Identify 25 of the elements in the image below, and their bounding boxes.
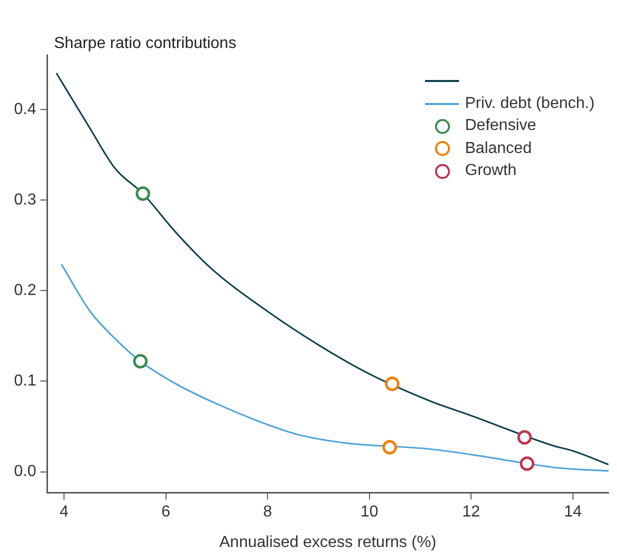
point [133,354,148,368]
point [517,430,532,445]
y-axis-title: Sharpe ratio contributions [54,35,236,53]
point [136,186,150,201]
x-tick-label: 6 [161,504,170,521]
line-series [56,72,608,466]
y-tick-label: 0.0 [14,463,36,480]
y-tick-label: 0.1 [14,372,36,390]
point [520,456,534,471]
y-tick-label: 0.4 [14,100,36,118]
x-tick-label: 4 [60,504,69,521]
legend-label: Priv. debt (bench.) [465,94,595,113]
point [384,376,400,392]
legend-label: Defensive [465,117,536,136]
x-tick-label: 12 [462,504,480,521]
x-axis-title: Annualised excess returns (%) [219,534,436,551]
legend-label: Growth [465,162,517,180]
x-tick-label: 10 [360,504,378,521]
x-tick-label: 14 [564,504,582,521]
y-tick-label: 0.2 [14,282,36,299]
y-tick-label: 0.3 [14,191,36,208]
point [382,440,397,455]
legend-label: Balanced [465,140,532,158]
line-series [60,263,608,472]
x-tick-label: 8 [263,504,272,521]
